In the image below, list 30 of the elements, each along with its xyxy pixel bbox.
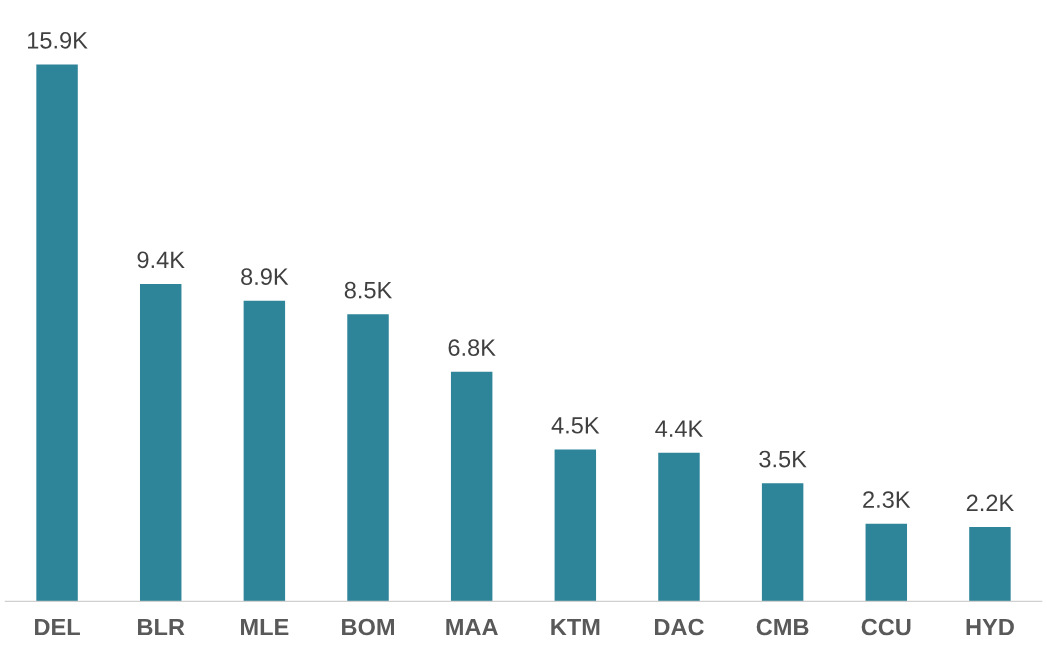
x-tick-label: DEL bbox=[35, 618, 80, 636]
data-label: 9.4K bbox=[137, 251, 185, 269]
data-label: 4.5K bbox=[551, 417, 600, 434]
data-label: 15.9K bbox=[28, 31, 88, 49]
x-tick-label: HYD bbox=[966, 618, 1014, 636]
bar bbox=[243, 300, 286, 602]
data-label: 4.4K bbox=[655, 420, 703, 437]
data-label: 6.8K bbox=[448, 339, 496, 356]
bar bbox=[658, 452, 700, 602]
x-tick-label: BLR bbox=[138, 618, 185, 636]
x-tick-label: MLE bbox=[241, 618, 289, 636]
bar bbox=[139, 283, 182, 602]
bar bbox=[969, 527, 1011, 602]
data-label: 8.5K bbox=[344, 281, 393, 299]
x-tick-label: DAC bbox=[654, 618, 704, 636]
data-label: 2.3K bbox=[863, 491, 911, 508]
data-label: 8.9K bbox=[241, 268, 289, 286]
bar bbox=[347, 314, 389, 602]
x-tick-label: BOM bbox=[342, 618, 394, 636]
x-tick-label: KTM bbox=[551, 618, 600, 636]
x-tick-label: CCU bbox=[861, 618, 911, 636]
bar bbox=[865, 523, 908, 602]
data-label: 3.5K bbox=[759, 450, 807, 468]
bar bbox=[450, 371, 493, 602]
x-tick-label: MAA bbox=[446, 618, 498, 636]
bar bbox=[761, 483, 804, 602]
data-label: 2.2K bbox=[966, 494, 1014, 512]
x-tick-label: CMB bbox=[756, 618, 809, 636]
bar bbox=[554, 449, 597, 602]
bar bbox=[36, 64, 78, 602]
